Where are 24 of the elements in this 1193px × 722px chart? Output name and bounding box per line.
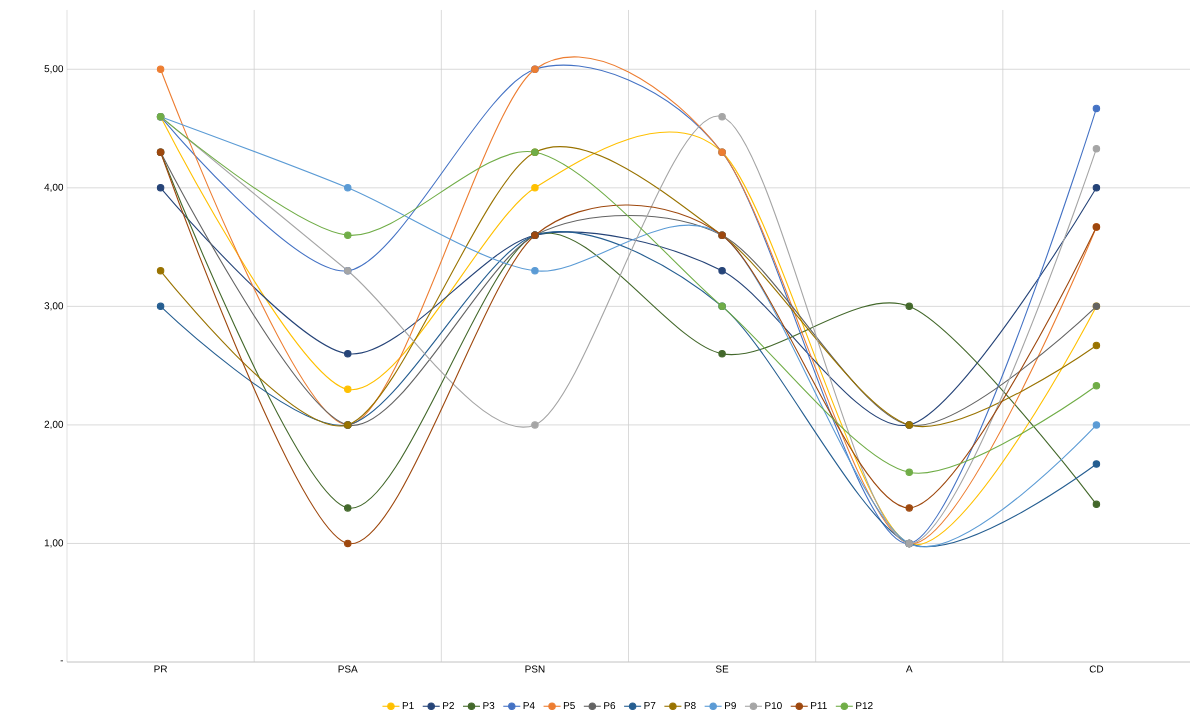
legend-label: P11 [811,702,827,709]
x-tick-label: PR [154,665,168,673]
legend-label: P9 [725,702,736,710]
x-tick-label: CD [1089,665,1104,673]
legend-label: P3 [483,702,495,710]
legend-label: P7 [644,702,656,709]
x-tick-label: PSA [338,665,358,673]
legend-label: P5 [563,702,575,710]
y-tick-label: 4,00 [44,183,64,192]
legend-label: P1 [402,702,414,709]
y-tick-label: 3,00 [44,302,64,311]
legend-label: P2 [443,702,454,709]
legend-label: P12 [856,702,873,709]
x-tick-label: A [905,665,913,673]
y-tick-label: - [60,660,64,662]
y-tick-label: 2,00 [44,420,64,430]
legend-label: P6 [604,702,616,710]
legend-label: P8 [684,702,696,710]
y-tick-label: 5,00 [44,65,64,74]
legend-label: P4 [523,702,535,709]
legend-label: P10 [765,702,782,710]
y-tick-label: 1,00 [44,539,64,548]
x-tick-label: PSN [525,665,545,673]
x-tick-label: SE [715,665,729,673]
